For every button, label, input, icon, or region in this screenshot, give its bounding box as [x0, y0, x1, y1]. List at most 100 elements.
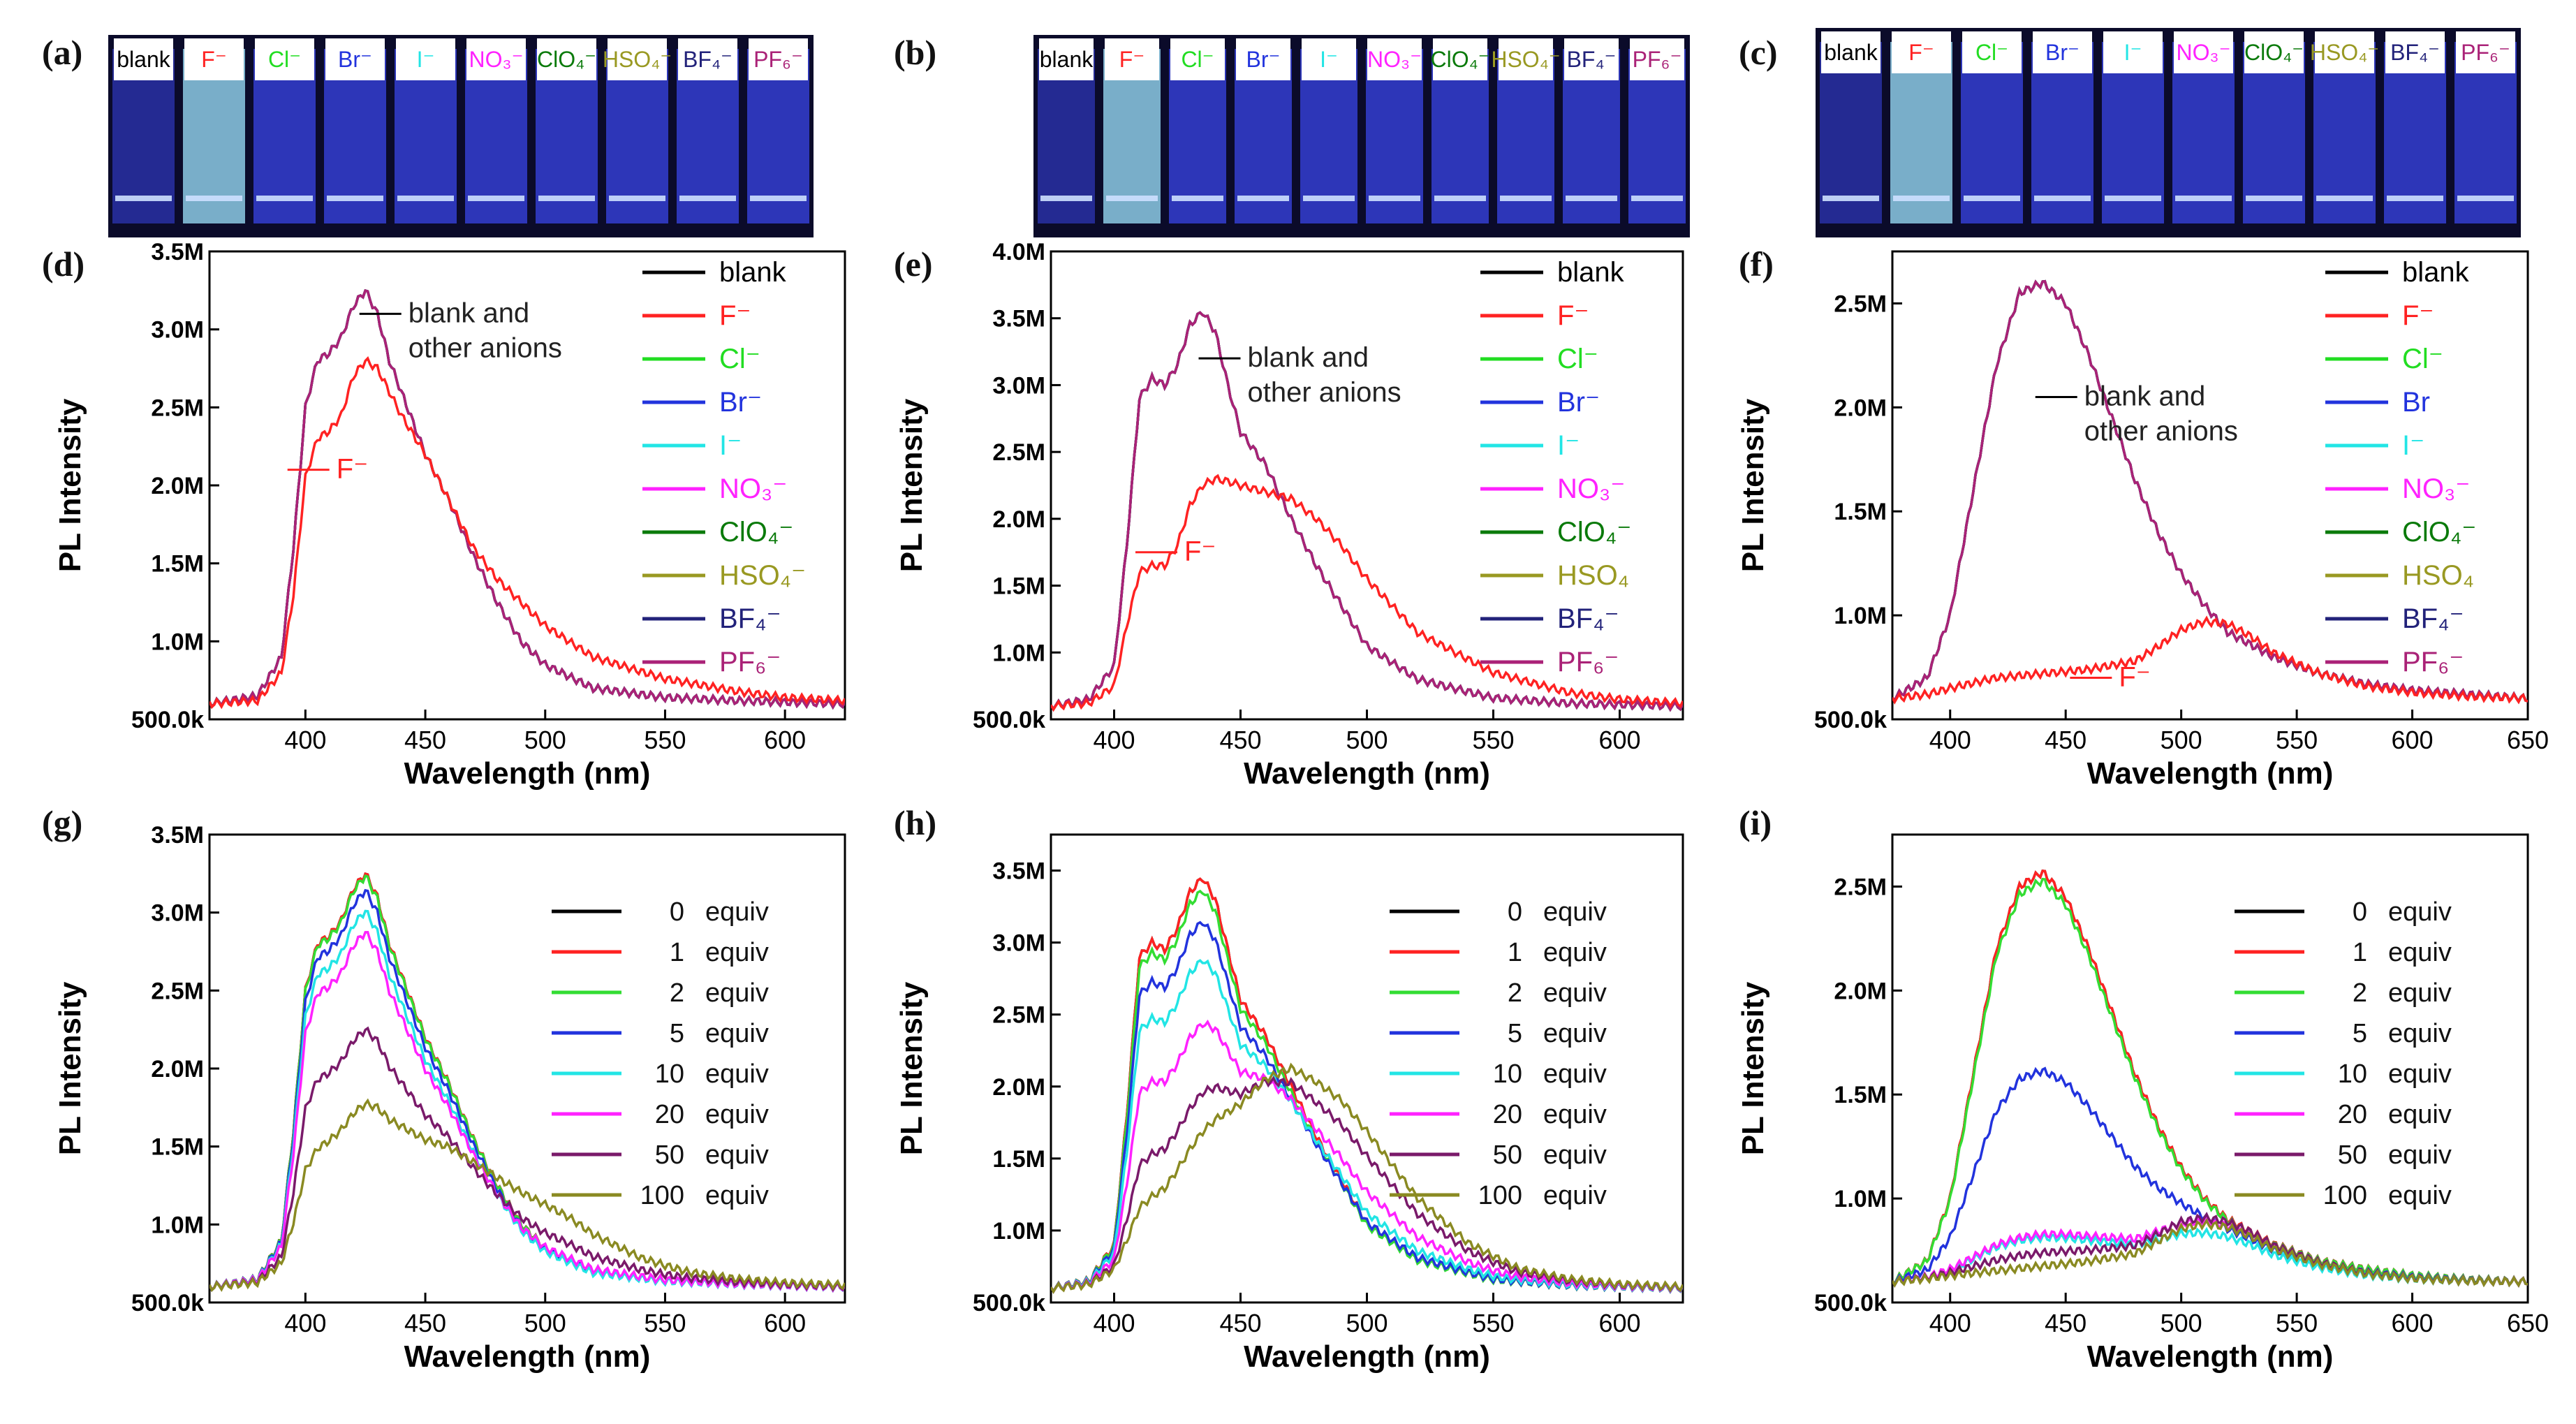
plot-frame [1891, 833, 2529, 1304]
legend-label: PF₆⁻ [719, 647, 781, 677]
chart-panel-2: (f) 400 450 500 550 600 650 500.0k 1.0M 1.5M 2.0M 2… [1736, 244, 2549, 791]
legend-unit: equiv [2388, 1019, 2452, 1048]
vial-label-card [1236, 38, 1290, 80]
curves [1051, 311, 1683, 712]
y-tick-label: 1.5M [992, 1146, 1045, 1173]
x-tick-label: 600 [2392, 726, 2434, 754]
x-tick-label: 600 [1598, 726, 1640, 754]
vial-label-card [1170, 38, 1225, 80]
vial-meniscus [2457, 196, 2514, 201]
series-line [209, 1026, 845, 1292]
y-axis-label: PL Intensity [895, 981, 929, 1155]
vial-meniscus [609, 196, 665, 201]
x-tick-label: 550 [644, 726, 686, 754]
vial-meniscus [1369, 196, 1420, 201]
x-tick-label: 500 [2161, 1309, 2202, 1337]
x-tick-label: 600 [764, 726, 806, 754]
vial-meniscus [1823, 196, 1879, 201]
series-line [1051, 311, 1683, 712]
photo-panel-2: (c) blank F⁻ Cl⁻ Br⁻ I⁻ NO₃⁻ ClO₄⁻ HSO₄⁻ BF₄⁻ PF₆⁻ [1739, 28, 2521, 237]
chart-panel-1: (e) 400 450 500 550 600 500.0k 1.0M 1.5M 2.0M 2.5M… [894, 239, 1684, 791]
y-tick-label: 2.0M [1834, 395, 1887, 421]
x-tick-label: 400 [1929, 726, 1971, 754]
x-tick-label: 400 [284, 1309, 326, 1337]
chart-panel-3: (g)400 450 500 550 600500.0k1.0M1.5M2.0M2.5M… [42, 803, 846, 1374]
x-tick-label: 500 [524, 726, 566, 754]
vial-label: ClO₄⁻ [537, 47, 596, 72]
y-tick-label: 3.0M [992, 930, 1045, 957]
vial-label-card [396, 38, 455, 80]
y-tick-label: 2.0M [992, 506, 1045, 533]
annotation-text: other anions [2084, 416, 2238, 446]
legend-label: Br [2402, 387, 2430, 418]
vial-label-card [2033, 31, 2092, 73]
legend-value: 50 [655, 1140, 684, 1170]
x-tick-label: 450 [1219, 1309, 1261, 1337]
legend-unit: equiv [2388, 1140, 2452, 1170]
vial-meniscus [2034, 196, 2091, 201]
annotation-text: F⁻ [1184, 536, 1216, 567]
vial-label-card [2103, 31, 2163, 73]
legend-label: PF₆⁻ [2402, 647, 2464, 677]
legend: blank F⁻ Cl⁻ Br⁻ I⁻ NO₃⁻ ClO₄⁻ HSO₄ BF₄⁻ PF₆⁻ [1480, 257, 1631, 677]
x-axis-label: Wavelength (nm) [404, 756, 651, 791]
legend-label: Br⁻ [1557, 387, 1600, 418]
y-tick-label: 1.0M [1834, 1186, 1887, 1212]
y-tick-label: 2.5M [992, 1002, 1045, 1029]
y-axis-label: PL Intensity [1736, 398, 1770, 572]
series-line [1892, 615, 2528, 705]
panel-label: (a) [42, 33, 82, 72]
legend-label: Cl⁻ [1557, 344, 1598, 374]
y-tick-label: 1.0M [1834, 603, 1887, 629]
legend-label: blank [719, 257, 787, 288]
vial-label-card [2385, 31, 2445, 73]
legend-value: 100 [2323, 1181, 2367, 1210]
vial-label-card [2174, 31, 2233, 73]
legend-label: Br⁻ [719, 387, 762, 418]
series-line [1892, 1226, 2528, 1288]
y-tick-label: 2.0M [151, 473, 204, 499]
curves [209, 289, 845, 710]
x-tick-label: 500 [2161, 726, 2202, 754]
x-tick-label: 500 [1346, 1309, 1388, 1337]
y-tick-label: 1.0M [992, 1218, 1045, 1245]
vial-label: blank [1824, 40, 1878, 65]
vial-label-card [466, 38, 526, 80]
vial-label: Br⁻ [2045, 40, 2080, 65]
x-tick-label: 500 [1346, 726, 1388, 754]
legend-value: 1 [2353, 938, 2367, 967]
legend-label: ClO₄⁻ [719, 517, 793, 548]
x-tick-label: 400 [284, 726, 326, 754]
vial-label: ClO₄⁻ [2244, 40, 2304, 65]
legend-unit: equiv [705, 978, 769, 1008]
panel-label: (e) [894, 244, 933, 284]
legend-value: 10 [655, 1059, 684, 1089]
y-tick-label: 1.5M [151, 1134, 204, 1161]
x-tick-label: 550 [1472, 726, 1514, 754]
vial-meniscus [1172, 196, 1223, 201]
legend-label: I⁻ [1557, 430, 1580, 461]
legend-unit: equiv [1543, 938, 1607, 967]
vial-meniscus [2175, 196, 2232, 201]
x-tick-label: 400 [1093, 1309, 1135, 1337]
vial-label: HSO₄⁻ [603, 47, 672, 72]
legend-label: blank [2402, 257, 2470, 288]
legend-value: 10 [2338, 1059, 2367, 1089]
legend-unit: equiv [2388, 1059, 2452, 1089]
y-tick-label: 3.5M [151, 239, 204, 265]
y-tick-label: 1.0M [992, 640, 1045, 666]
legend-unit: equiv [1543, 1181, 1607, 1210]
y-tick-label: 2.0M [151, 1056, 204, 1082]
y-tick-label: 1.5M [151, 551, 204, 578]
x-tick-label: 600 [1598, 1309, 1640, 1337]
legend-value: 100 [640, 1181, 684, 1210]
vial-label: NO₃⁻ [1367, 47, 1422, 72]
legend-label: I⁻ [719, 430, 742, 461]
vial-label-card [325, 38, 385, 80]
vial-label: Cl⁻ [1181, 47, 1214, 72]
vial-label: I⁻ [2124, 40, 2142, 65]
vial-meniscus [327, 196, 383, 201]
annotation-text: blank and [2084, 381, 2205, 411]
legend-label: NO₃⁻ [2402, 474, 2470, 504]
